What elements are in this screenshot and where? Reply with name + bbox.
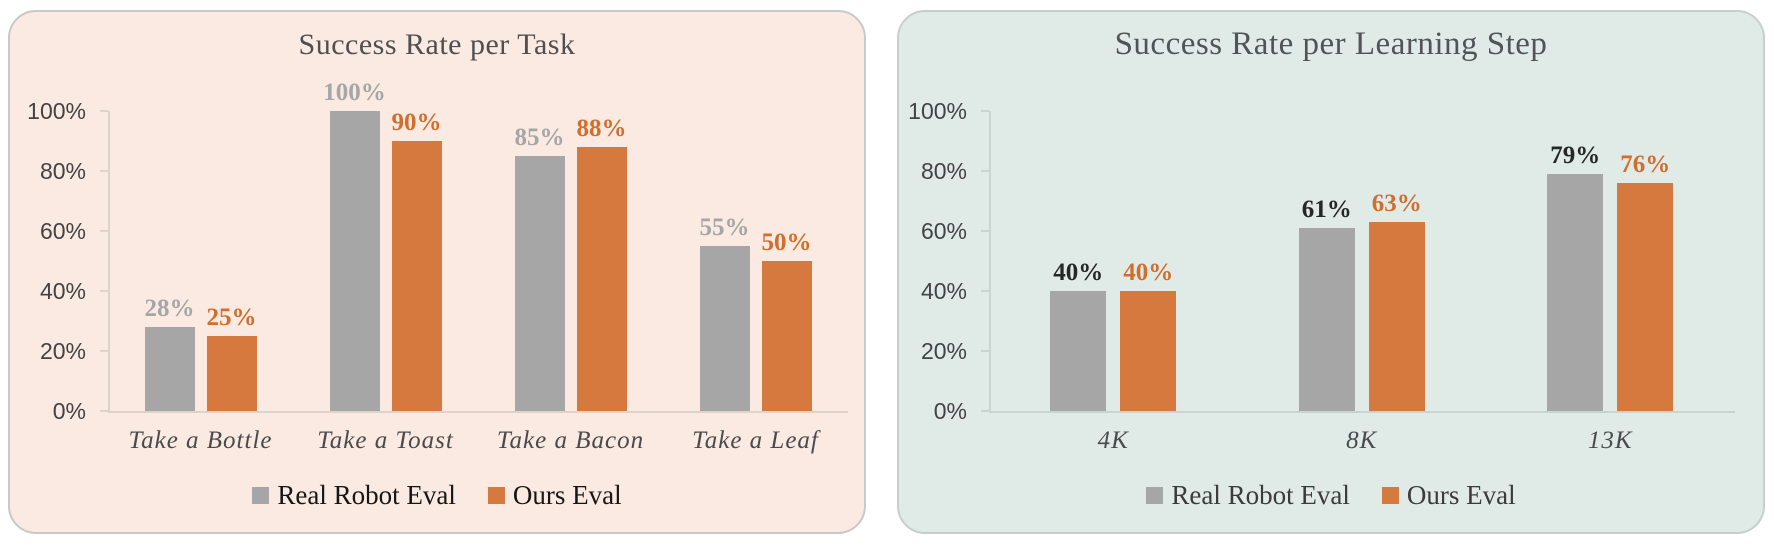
legend-swatch-icon xyxy=(1146,486,1164,504)
bar-real-robot-eval xyxy=(514,156,565,411)
bar-ours-eval xyxy=(1617,183,1674,411)
y-tick-mark xyxy=(981,110,989,112)
y-tick-mark xyxy=(100,170,108,172)
y-tick-label: 60% xyxy=(920,218,967,244)
y-tick-mark xyxy=(100,350,108,352)
y-tick-label: 80% xyxy=(39,158,86,184)
bar-real-robot-eval xyxy=(1050,291,1107,411)
plot-area: 0% 20% 40% 60% 80% 100% Take a Bottle 28% 25% Tak… xyxy=(10,12,864,532)
value-label: 40% xyxy=(1053,259,1104,286)
value-label: 50% xyxy=(761,229,812,256)
value-label: 76% xyxy=(1620,151,1671,178)
bar-ours-eval xyxy=(761,261,812,411)
y-tick-label: 20% xyxy=(39,338,86,364)
y-tick-mark xyxy=(981,290,989,292)
value-label: 28% xyxy=(144,295,195,322)
y-tick-mark xyxy=(100,230,108,232)
value-label: 90% xyxy=(391,109,442,136)
y-axis-line xyxy=(989,111,991,411)
chart-panel-success-rate-per-learning-step: Success Rate per Learning Step 0% 20% 40% 6… xyxy=(897,10,1765,534)
value-label: 85% xyxy=(514,124,565,151)
value-label: 55% xyxy=(699,214,750,241)
x-axis-line xyxy=(989,411,1735,413)
y-tick-label: 40% xyxy=(39,278,86,304)
bar-real-robot-eval xyxy=(329,111,380,411)
chart-title: Success Rate per Task xyxy=(298,28,576,61)
category-label: 4K xyxy=(1097,427,1129,454)
y-tick-label: 0% xyxy=(52,398,86,424)
category-label: Take a Bacon xyxy=(496,427,645,454)
bar-real-robot-eval xyxy=(1298,228,1355,411)
legend-swatch-icon xyxy=(1381,486,1399,504)
y-tick-label: 60% xyxy=(39,218,86,244)
y-tick-mark xyxy=(981,230,989,232)
value-label: 88% xyxy=(576,115,627,142)
bar-real-robot-eval xyxy=(144,327,195,411)
value-label: 40% xyxy=(1123,259,1174,286)
legend-item: Ours Eval xyxy=(487,480,622,510)
y-tick-label: 40% xyxy=(920,278,967,304)
category-label: 8K xyxy=(1346,427,1378,454)
bar-real-robot-eval xyxy=(1547,174,1604,411)
legend-item: Real Robot Eval xyxy=(252,480,456,510)
legend-swatch-icon xyxy=(487,486,505,504)
y-tick-mark xyxy=(981,170,989,172)
value-label: 63% xyxy=(1371,190,1422,217)
legend-label: Real Robot Eval xyxy=(1171,480,1350,510)
y-tick-label: 80% xyxy=(920,158,967,184)
value-label: 25% xyxy=(206,304,257,331)
legend: Real Robot Eval Ours Eval xyxy=(10,480,864,510)
y-tick-label: 100% xyxy=(908,98,967,124)
chart-title: Success Rate per Learning Step xyxy=(1114,26,1548,62)
legend: Real Robot Eval Ours Eval xyxy=(899,480,1763,510)
y-tick-mark xyxy=(100,290,108,292)
legend-label: Real Robot Eval xyxy=(277,480,456,510)
bar-ours-eval xyxy=(391,141,442,411)
y-tick-mark xyxy=(100,110,108,112)
bar-real-robot-eval xyxy=(699,246,750,411)
y-tick-label: 0% xyxy=(933,398,967,424)
y-tick-mark xyxy=(100,410,108,412)
legend-item: Real Robot Eval xyxy=(1146,480,1350,510)
legend-item: Ours Eval xyxy=(1381,480,1516,510)
bar-ours-eval xyxy=(1368,222,1425,411)
category-label: Take a Toast xyxy=(317,427,454,454)
y-axis-line xyxy=(108,111,110,411)
y-tick-mark xyxy=(981,350,989,352)
value-label: 61% xyxy=(1301,196,1352,223)
category-label: Take a Leaf xyxy=(692,427,819,454)
bar-ours-eval xyxy=(576,147,627,411)
value-label: 100% xyxy=(323,79,386,106)
category-label: Take a Bottle xyxy=(128,427,273,454)
legend-label: Ours Eval xyxy=(1406,480,1516,510)
x-axis-line xyxy=(108,411,848,413)
y-tick-label: 100% xyxy=(27,98,86,124)
legend-label: Ours Eval xyxy=(512,480,622,510)
category-label: 13K xyxy=(1587,427,1633,454)
y-tick-mark xyxy=(981,410,989,412)
chart-panel-success-rate-per-task: Success Rate per Task 0% 20% 40% 60% 80% 100%… xyxy=(8,10,866,534)
bar-ours-eval xyxy=(1120,291,1177,411)
value-label: 79% xyxy=(1550,142,1601,169)
plot-area: 0% 20% 40% 60% 80% 100% 4K 40% 40% 8K 61% 63% 13K 79%… xyxy=(899,12,1763,532)
y-tick-label: 20% xyxy=(920,338,967,364)
legend-swatch-icon xyxy=(252,486,270,504)
bar-ours-eval xyxy=(206,336,257,411)
